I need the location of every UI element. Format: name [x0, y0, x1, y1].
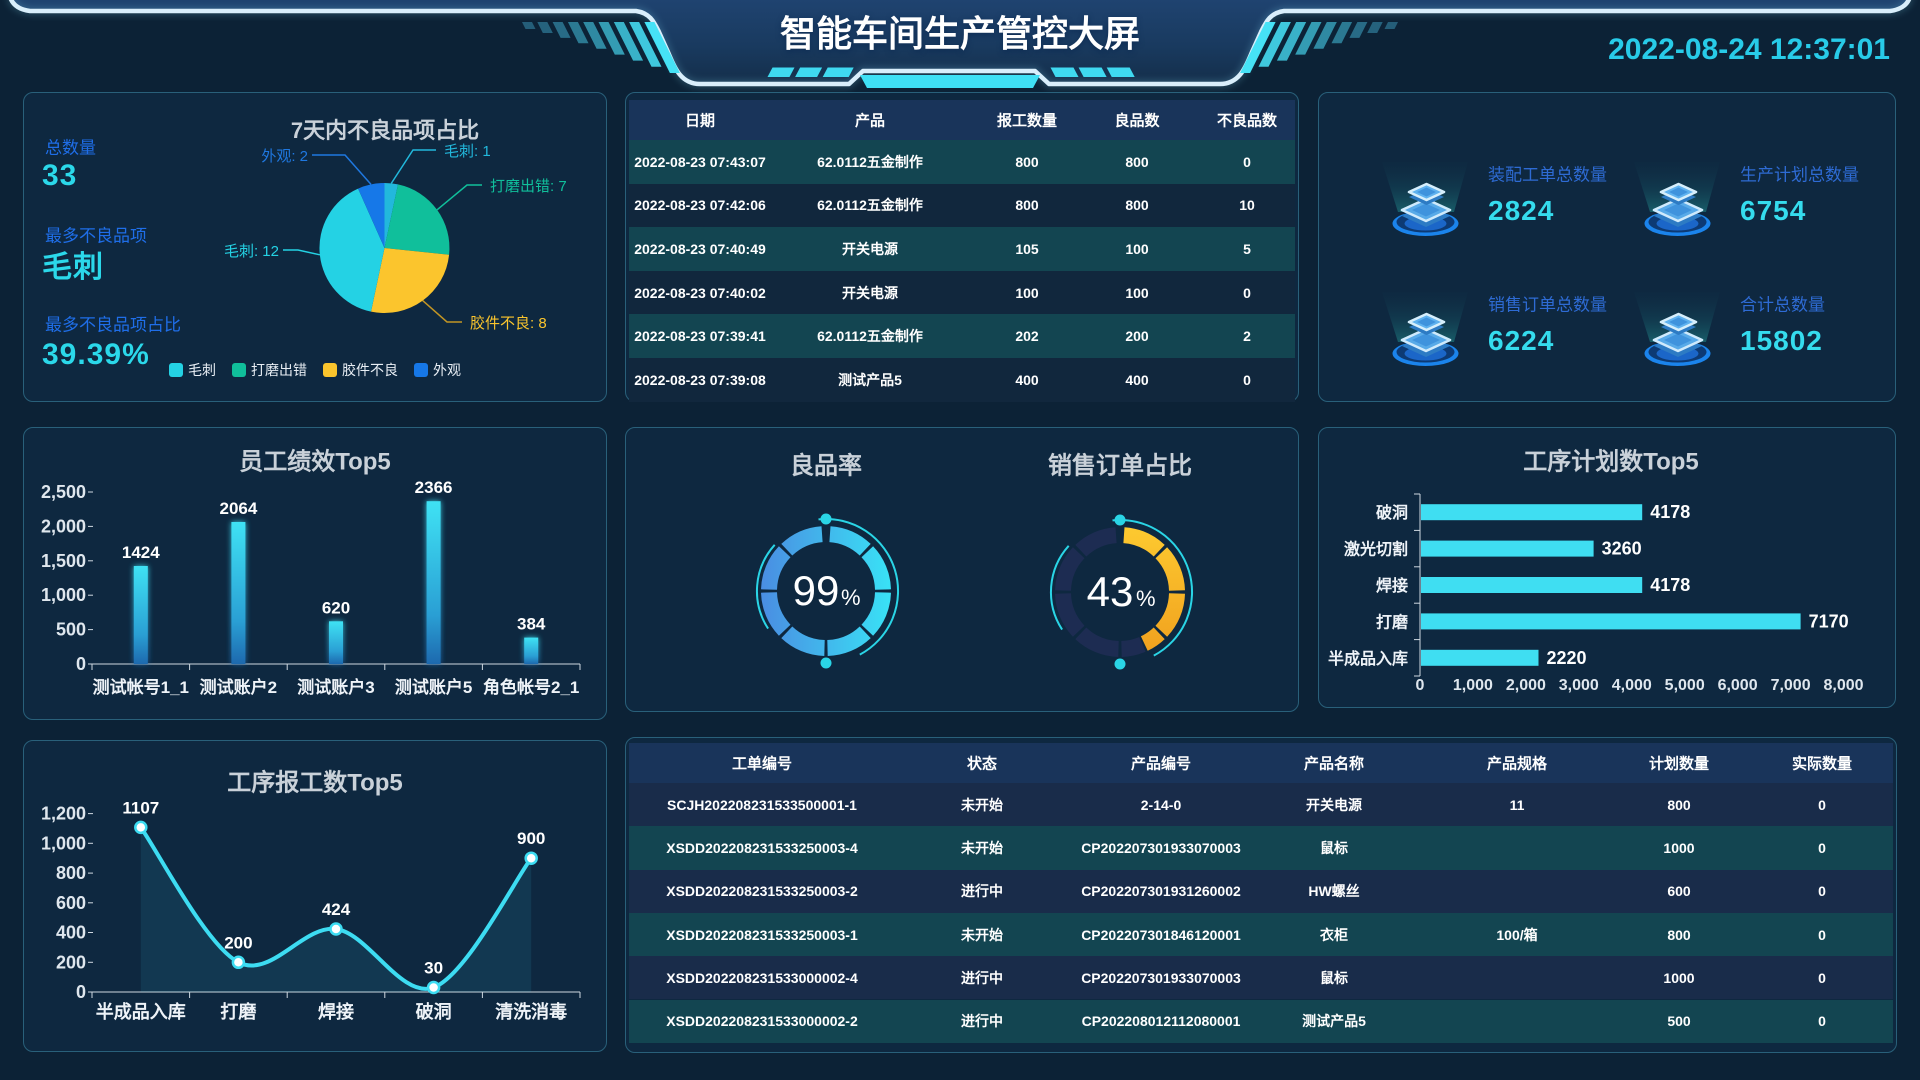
svg-text:2366: 2366 [415, 478, 453, 497]
svg-text:2220: 2220 [1547, 648, 1587, 668]
svg-text:4,000: 4,000 [1612, 677, 1652, 694]
svg-text:43: 43 [1087, 568, 1134, 615]
svg-text:2,000: 2,000 [41, 516, 86, 536]
svg-text:200: 200 [224, 933, 252, 952]
svg-text:角色帐号2_1: 角色帐号2_1 [483, 677, 579, 697]
svg-text:500: 500 [56, 620, 86, 640]
svg-text:200: 200 [56, 952, 86, 972]
svg-text:1,000: 1,000 [41, 585, 86, 605]
svg-text:半成品入库: 半成品入库 [96, 1001, 186, 1022]
svg-text:6,000: 6,000 [1718, 677, 1758, 694]
svg-text:3,000: 3,000 [1559, 677, 1599, 694]
svg-text:清洗消毒: 清洗消毒 [495, 1001, 567, 1022]
svg-text:%: % [1136, 586, 1156, 611]
svg-text:0: 0 [76, 982, 86, 1002]
svg-text:1,500: 1,500 [41, 551, 86, 571]
svg-text:2,000: 2,000 [1506, 677, 1546, 694]
svg-text:424: 424 [322, 900, 351, 919]
svg-text:1,200: 1,200 [41, 804, 86, 824]
svg-text:2064: 2064 [219, 499, 257, 518]
svg-text:半成品入库: 半成品入库 [1328, 649, 1408, 668]
svg-text:胶件不良: 8: 胶件不良: 8 [470, 315, 547, 332]
svg-text:测试账户2: 测试账户2 [200, 677, 277, 697]
svg-text:外观: 2: 外观: 2 [261, 148, 308, 165]
svg-text:384: 384 [517, 615, 546, 634]
svg-text:3260: 3260 [1602, 539, 1642, 559]
svg-text:8,000: 8,000 [1823, 677, 1863, 694]
svg-text:打磨出错: 7: 打磨出错: 7 [490, 178, 567, 195]
svg-text:测试账户5: 测试账户5 [395, 677, 472, 697]
svg-text:1,000: 1,000 [1453, 677, 1493, 694]
svg-text:测试帐号1_1: 测试帐号1_1 [93, 677, 189, 697]
svg-text:900: 900 [517, 829, 545, 848]
svg-text:1424: 1424 [122, 543, 160, 562]
svg-text:5,000: 5,000 [1665, 677, 1705, 694]
svg-text:1,000: 1,000 [41, 833, 86, 853]
svg-text:0: 0 [76, 654, 86, 674]
svg-text:毛刺: 1: 毛刺: 1 [444, 143, 491, 160]
svg-text:30: 30 [424, 959, 443, 978]
svg-text:打磨: 打磨 [220, 1001, 256, 1022]
svg-text:测试账户3: 测试账户3 [297, 677, 374, 697]
svg-text:破洞: 破洞 [416, 1001, 452, 1022]
svg-text:破洞: 破洞 [1376, 503, 1408, 522]
svg-text:焊接: 焊接 [318, 1001, 354, 1022]
svg-text:%: % [841, 585, 861, 610]
svg-text:400: 400 [56, 923, 86, 943]
svg-text:焊接: 焊接 [1376, 576, 1408, 595]
svg-text:4178: 4178 [1650, 502, 1690, 522]
svg-text:1107: 1107 [122, 798, 159, 817]
svg-text:打磨: 打磨 [1376, 612, 1408, 631]
svg-text:600: 600 [56, 893, 86, 913]
svg-text:0: 0 [1416, 677, 1425, 694]
svg-text:4178: 4178 [1650, 575, 1690, 595]
svg-text:800: 800 [56, 863, 86, 883]
svg-text:激光切割: 激光切割 [1344, 540, 1408, 559]
svg-text:7170: 7170 [1809, 611, 1849, 631]
svg-text:99: 99 [793, 567, 840, 614]
svg-text:7,000: 7,000 [1771, 677, 1811, 694]
svg-text:毛刺: 12: 毛刺: 12 [224, 243, 279, 260]
svg-text:2,500: 2,500 [41, 482, 86, 502]
svg-text:620: 620 [322, 598, 350, 617]
